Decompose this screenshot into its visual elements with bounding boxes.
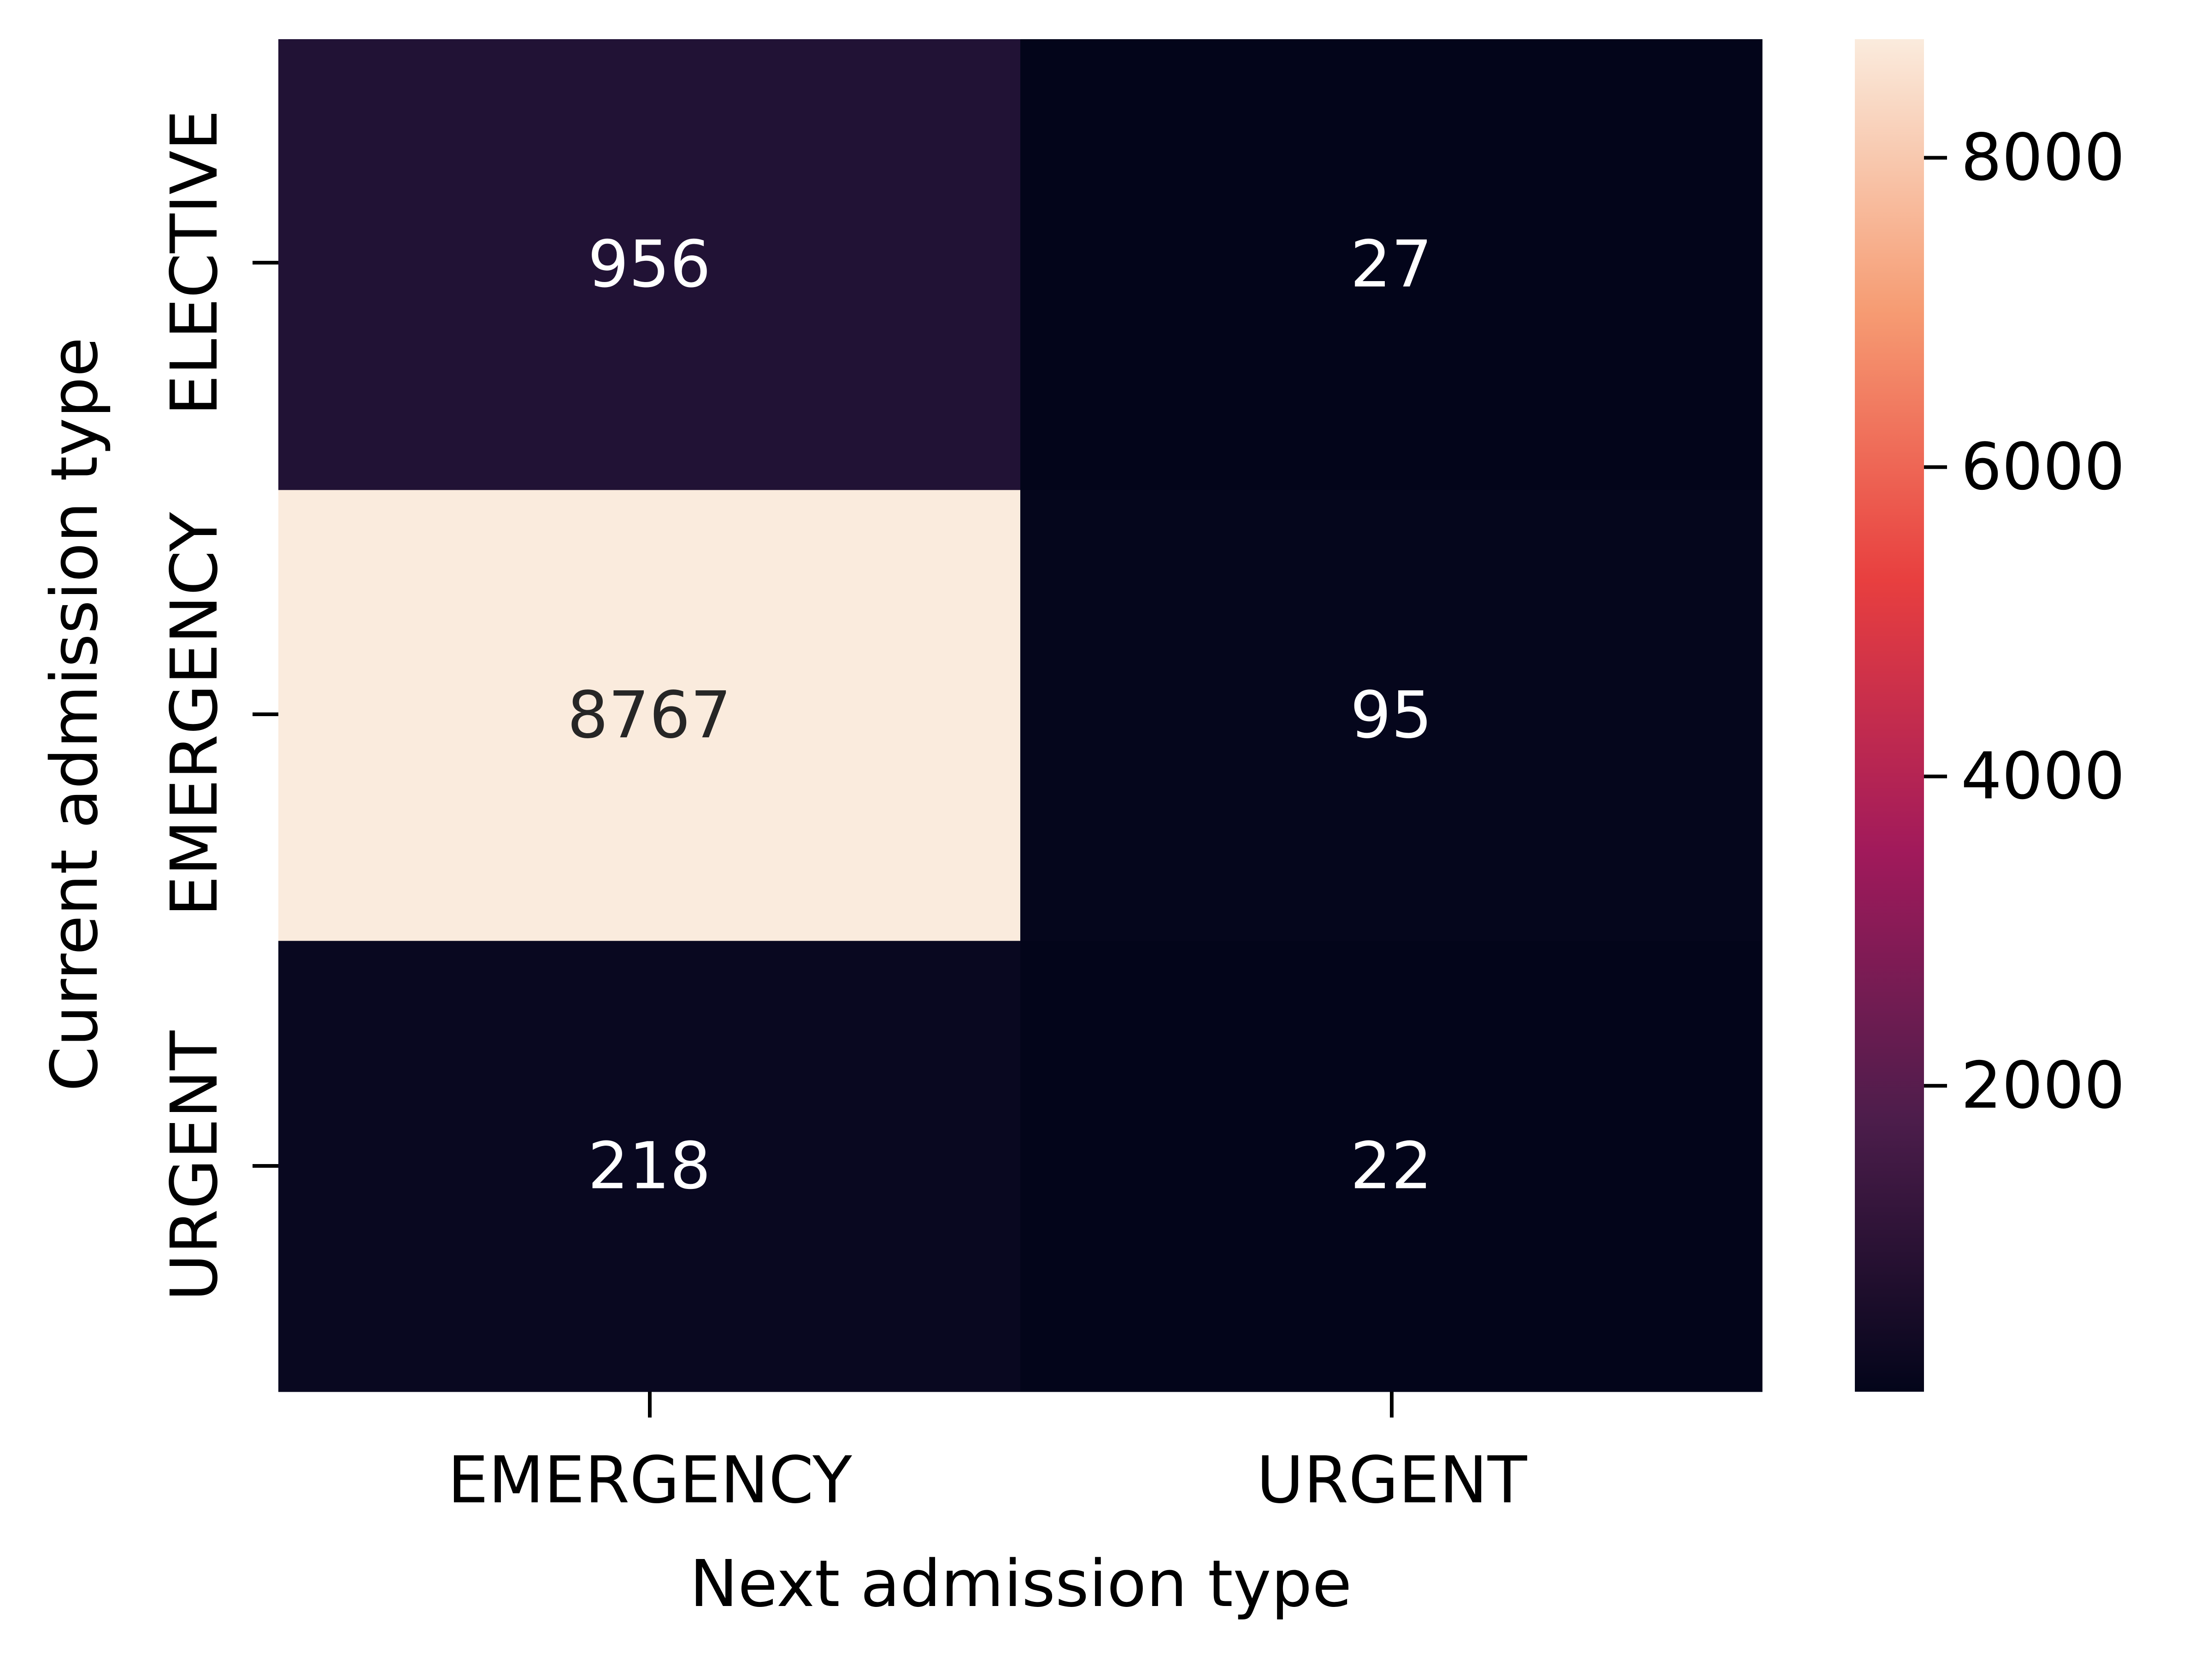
colorbar: 2000 4000 6000 8000 [1855, 39, 2125, 1392]
colorbar-tick-label: 4000 [1961, 739, 2125, 814]
heatmap-cell [1020, 490, 1763, 941]
colorbar-tick-label: 8000 [1961, 120, 2125, 195]
y-axis-ticks: ELECTIVE EMERGENCY URGENT [157, 110, 278, 1301]
colorbar-gradient [1855, 39, 1924, 1392]
heatmap-cell [278, 941, 1021, 1392]
x-tick-label: EMERGENCY [447, 1443, 852, 1518]
x-axis-label: Next admission type [690, 1547, 1352, 1622]
heatmap-cell-labels: 956 27 8767 95 218 22 [567, 227, 1432, 1204]
y-tick-label: ELECTIVE [157, 110, 232, 416]
heatmap-cell [278, 490, 1021, 941]
heatmap-cells [278, 39, 1763, 1392]
heatmap-cell [1020, 39, 1763, 490]
cell-value-label: 95 [1350, 678, 1432, 753]
cell-value-label: 218 [588, 1129, 711, 1204]
heatmap-cell [1020, 941, 1763, 1392]
colorbar-tick-label: 2000 [1961, 1048, 2125, 1124]
y-tick-label: URGENT [157, 1030, 232, 1301]
cell-value-label: 27 [1350, 227, 1432, 302]
cell-value-label: 8767 [567, 678, 731, 753]
x-axis-ticks: EMERGENCY URGENT [447, 1392, 1527, 1518]
colorbar-tick-label: 6000 [1961, 429, 2125, 505]
y-tick-label: EMERGENCY [157, 512, 232, 917]
y-axis-label: Current admission type [37, 337, 112, 1092]
heatmap-cell [278, 39, 1021, 490]
cell-value-label: 22 [1350, 1129, 1432, 1204]
colorbar-ticks: 2000 4000 6000 8000 [1924, 120, 2125, 1124]
cell-value-label: 956 [588, 227, 711, 302]
x-tick-label: URGENT [1257, 1443, 1527, 1518]
